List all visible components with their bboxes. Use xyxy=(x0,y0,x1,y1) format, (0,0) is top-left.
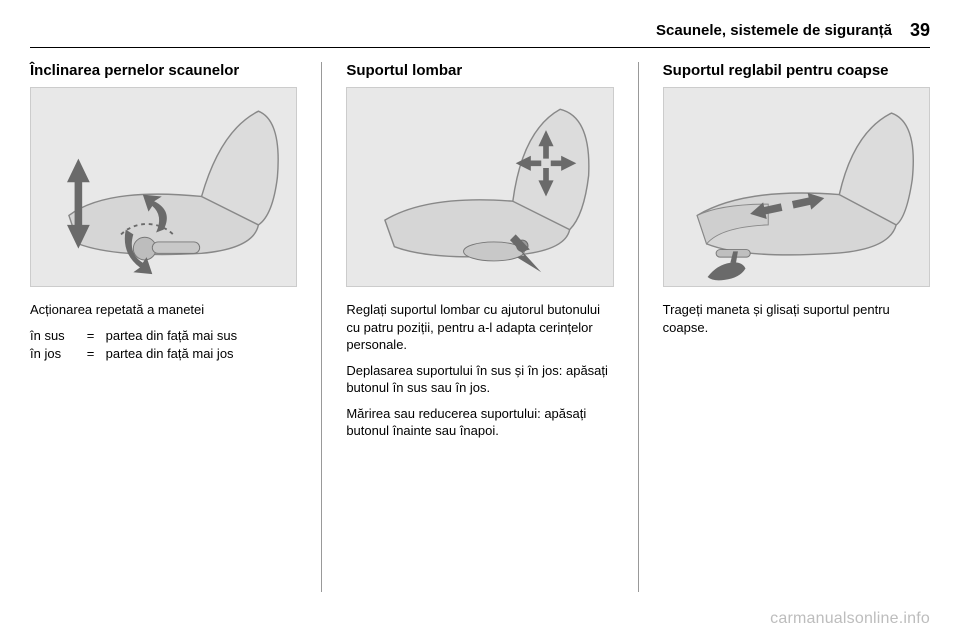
legend-row: în jos = partea din față mai jos xyxy=(30,345,297,363)
paragraph: Trageți maneta și glisați suportul pentr… xyxy=(663,301,930,336)
legend-row: în sus = partea din față mai sus xyxy=(30,327,297,345)
column-2: Suportul lombar xyxy=(346,62,613,592)
lumbar-illustration xyxy=(347,88,612,286)
paragraph: Acționarea repetată a manetei xyxy=(30,301,297,319)
paragraph: Deplasarea suportului în sus și în jos: … xyxy=(346,362,613,397)
legend-desc: partea din față mai jos xyxy=(106,345,298,363)
manual-page: Scaunele, sistemele de siguranță 39 Încl… xyxy=(0,0,960,642)
content-columns: Înclinarea pernelor scaunelor xyxy=(30,62,930,592)
page-header: Scaunele, sistemele de siguranță 39 xyxy=(30,20,930,48)
paragraph: Mărirea sau reducerea suportului: apăsaț… xyxy=(346,405,613,440)
chapter-title: Scaunele, sistemele de siguranță xyxy=(656,22,892,39)
legend-eq: = xyxy=(87,345,106,363)
legend-label: în jos xyxy=(30,345,87,363)
thigh-support-figure xyxy=(663,87,930,287)
column-separator xyxy=(638,62,639,592)
column-1: Înclinarea pernelor scaunelor xyxy=(30,62,297,592)
watermark: carmanualsonline.info xyxy=(770,610,930,628)
column-3: Suportul reglabil pentru coapse xyxy=(663,62,930,592)
page-number: 39 xyxy=(910,20,930,41)
column-separator xyxy=(321,62,322,592)
legend-label: în sus xyxy=(30,327,87,345)
seat-tilt-figure xyxy=(30,87,297,287)
thigh-support-illustration xyxy=(664,88,929,286)
lumbar-figure xyxy=(346,87,613,287)
legend-eq: = xyxy=(87,327,106,345)
paragraph: Reglați suportul lombar cu ajutorul buto… xyxy=(346,301,613,354)
seat-tilt-illustration xyxy=(31,88,296,286)
section-title: Suportul lombar xyxy=(346,62,613,79)
legend-table: în sus = partea din față mai sus în jos … xyxy=(30,327,297,363)
section-title: Suportul reglabil pentru coapse xyxy=(663,62,930,79)
section-title: Înclinarea pernelor scaunelor xyxy=(30,62,297,79)
legend-desc: partea din față mai sus xyxy=(106,327,298,345)
